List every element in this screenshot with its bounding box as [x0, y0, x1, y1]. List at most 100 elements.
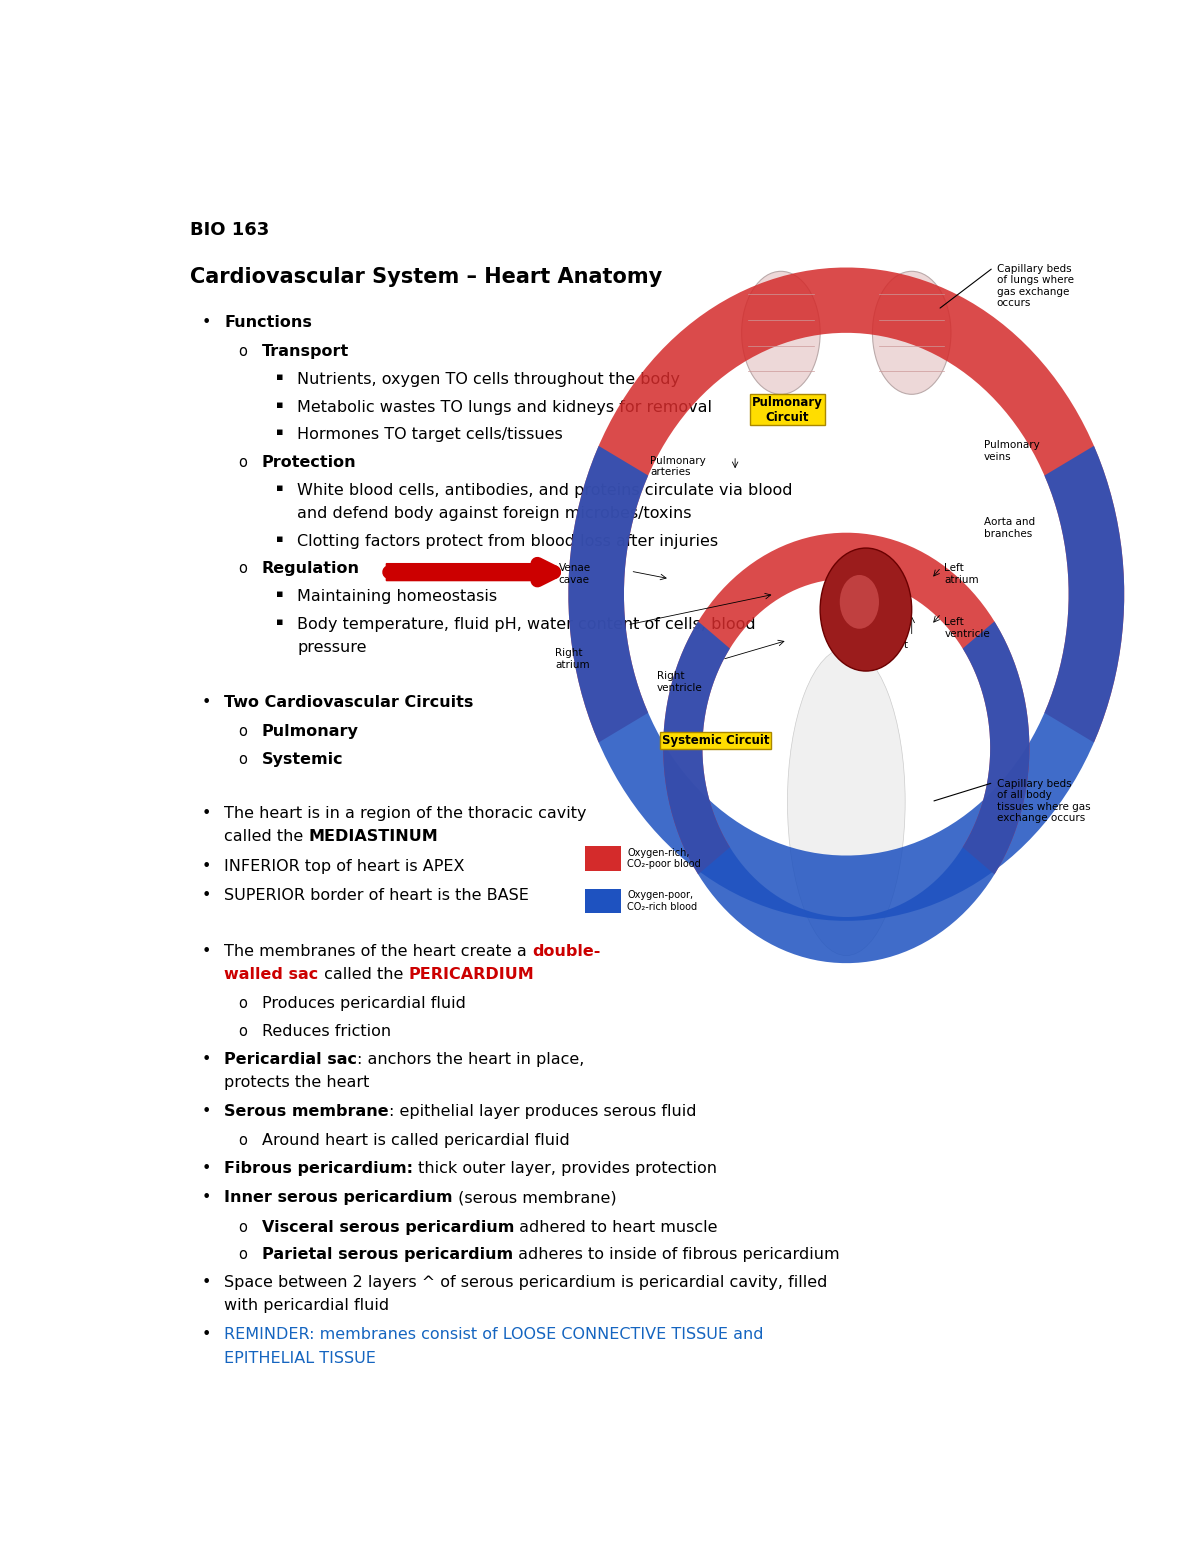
Polygon shape	[569, 267, 1124, 742]
Text: White blood cells, antibodies, and proteins circulate via blood: White blood cells, antibodies, and prote…	[298, 483, 793, 499]
Text: Pulmonary: Pulmonary	[262, 724, 359, 739]
Text: Produces pericardial fluid: Produces pericardial fluid	[262, 997, 466, 1011]
Text: Cardiovascular System – Heart Anatomy: Cardiovascular System – Heart Anatomy	[191, 267, 662, 287]
Text: Transport: Transport	[262, 345, 349, 359]
Text: ▪: ▪	[276, 589, 283, 599]
Text: •: •	[202, 1191, 210, 1205]
Text: Right
atrium: Right atrium	[556, 648, 590, 669]
Text: Left
ventricle: Left ventricle	[944, 617, 990, 638]
Polygon shape	[569, 446, 1124, 921]
Text: Parietal serous pericardium: Parietal serous pericardium	[262, 1247, 512, 1263]
Text: Hormones TO target cells/tissues: Hormones TO target cells/tissues	[298, 427, 563, 443]
Text: Visceral serous pericardium: Visceral serous pericardium	[262, 1219, 514, 1235]
Text: o: o	[239, 1247, 247, 1263]
Ellipse shape	[872, 272, 950, 394]
Text: o: o	[239, 1134, 247, 1149]
Text: ▪: ▪	[276, 483, 283, 492]
Text: Venae
cavae: Venae cavae	[558, 564, 590, 585]
Polygon shape	[664, 533, 1030, 874]
Text: o: o	[239, 455, 247, 471]
Text: o: o	[239, 1023, 247, 1039]
Text: Aorta and
branches: Aorta and branches	[984, 517, 1034, 539]
Text: Around heart is called pericardial fluid: Around heart is called pericardial fluid	[262, 1134, 569, 1149]
Text: Heart: Heart	[880, 640, 908, 651]
Text: Pulmonary
veins: Pulmonary veins	[984, 441, 1039, 463]
Ellipse shape	[742, 272, 820, 394]
Text: (serous membrane): (serous membrane)	[452, 1191, 617, 1205]
Text: The membranes of the heart create a: The membranes of the heart create a	[224, 944, 533, 960]
Text: Oxygen-poor,
CO₂-rich blood: Oxygen-poor, CO₂-rich blood	[628, 890, 697, 912]
Text: PERICARDIUM: PERICARDIUM	[408, 968, 534, 981]
Text: ▪: ▪	[276, 399, 283, 410]
Text: •: •	[202, 1162, 210, 1176]
Text: BIO 163: BIO 163	[191, 221, 270, 239]
Text: and defend body against foreign microbes/toxins: and defend body against foreign microbes…	[298, 506, 691, 520]
Text: Reduces friction: Reduces friction	[262, 1023, 391, 1039]
Text: SUPERIOR border of heart is the BASE: SUPERIOR border of heart is the BASE	[224, 888, 529, 902]
Text: ▪: ▪	[276, 427, 283, 438]
Text: REMINDER: membranes consist of LOOSE CONNECTIVE TISSUE and: REMINDER: membranes consist of LOOSE CON…	[224, 1328, 764, 1342]
Text: o: o	[239, 752, 247, 767]
Text: •: •	[202, 944, 210, 960]
Text: Body temperature, fluid pH, water content of cells, blood: Body temperature, fluid pH, water conten…	[298, 617, 756, 632]
Text: Functions: Functions	[224, 315, 312, 329]
Polygon shape	[664, 621, 1030, 963]
Text: called the: called the	[319, 968, 408, 981]
Text: Systemic Circuit: Systemic Circuit	[661, 733, 769, 747]
Text: •: •	[202, 859, 210, 874]
Text: ▪: ▪	[276, 534, 283, 544]
Text: ▪: ▪	[276, 371, 283, 382]
Text: o: o	[239, 561, 247, 576]
Text: o: o	[239, 1219, 247, 1235]
Text: adhered to heart muscle: adhered to heart muscle	[514, 1219, 718, 1235]
Text: Inner serous pericardium: Inner serous pericardium	[224, 1191, 452, 1205]
Bar	[584, 888, 620, 913]
Text: Clotting factors protect from blood loss after injuries: Clotting factors protect from blood loss…	[298, 534, 719, 548]
Text: •: •	[202, 806, 210, 822]
Text: Systemic: Systemic	[262, 752, 343, 767]
Text: MEDIASTINUM: MEDIASTINUM	[308, 829, 438, 845]
Ellipse shape	[787, 648, 905, 955]
Text: EPITHELIAL TISSUE: EPITHELIAL TISSUE	[224, 1351, 377, 1365]
Text: •: •	[202, 315, 210, 329]
Text: Maintaining homeostasis: Maintaining homeostasis	[298, 589, 497, 604]
Text: •: •	[202, 1328, 210, 1342]
Text: with pericardial fluid: with pericardial fluid	[224, 1298, 390, 1314]
Text: Fibrous pericardium:: Fibrous pericardium:	[224, 1162, 413, 1176]
Text: Oxygen-rich,
CO₂-poor blood: Oxygen-rich, CO₂-poor blood	[628, 848, 701, 870]
Text: •: •	[202, 1275, 210, 1291]
Text: The heart is in a region of the thoracic cavity: The heart is in a region of the thoracic…	[224, 806, 587, 822]
Text: Metabolic wastes TO lungs and kidneys for removal: Metabolic wastes TO lungs and kidneys fo…	[298, 399, 713, 415]
Ellipse shape	[820, 548, 912, 671]
Text: INFERIOR top of heart is APEX: INFERIOR top of heart is APEX	[224, 859, 464, 874]
Text: : epithelial layer produces serous fluid: : epithelial layer produces serous fluid	[389, 1104, 696, 1120]
Text: double-: double-	[533, 944, 601, 960]
Text: •: •	[202, 1104, 210, 1120]
Text: Pulmonary
arteries: Pulmonary arteries	[650, 457, 706, 477]
Text: Right
ventricle: Right ventricle	[656, 671, 702, 693]
Text: Protection: Protection	[262, 455, 356, 471]
Text: Capillary beds
of lungs where
gas exchange
occurs: Capillary beds of lungs where gas exchan…	[997, 264, 1074, 309]
Text: o: o	[239, 997, 247, 1011]
Text: •: •	[202, 1051, 210, 1067]
Text: Space between 2 layers ^ of serous pericardium is pericardial cavity, filled: Space between 2 layers ^ of serous peric…	[224, 1275, 828, 1291]
Text: thick outer layer, provides protection: thick outer layer, provides protection	[413, 1162, 718, 1176]
Text: ▪: ▪	[276, 617, 283, 627]
Text: adheres to inside of fibrous pericardium: adheres to inside of fibrous pericardium	[512, 1247, 839, 1263]
Bar	[584, 846, 620, 871]
Text: protects the heart: protects the heart	[224, 1075, 370, 1090]
Text: Pericardial sac: Pericardial sac	[224, 1051, 358, 1067]
Text: Left
atrium: Left atrium	[944, 564, 979, 585]
Text: : anchors the heart in place,: : anchors the heart in place,	[358, 1051, 584, 1067]
Text: Two Cardiovascular Circuits: Two Cardiovascular Circuits	[224, 694, 474, 710]
Ellipse shape	[840, 575, 880, 629]
Text: o: o	[239, 724, 247, 739]
Text: •: •	[202, 694, 210, 710]
Text: pressure: pressure	[298, 640, 367, 655]
Text: called the: called the	[224, 829, 308, 845]
Text: Regulation: Regulation	[262, 561, 360, 576]
Text: Capillary beds
of all body
tissues where gas
exchange occurs: Capillary beds of all body tissues where…	[997, 778, 1091, 823]
Text: o: o	[239, 345, 247, 359]
Text: walled sac: walled sac	[224, 968, 319, 981]
Text: •: •	[202, 888, 210, 902]
